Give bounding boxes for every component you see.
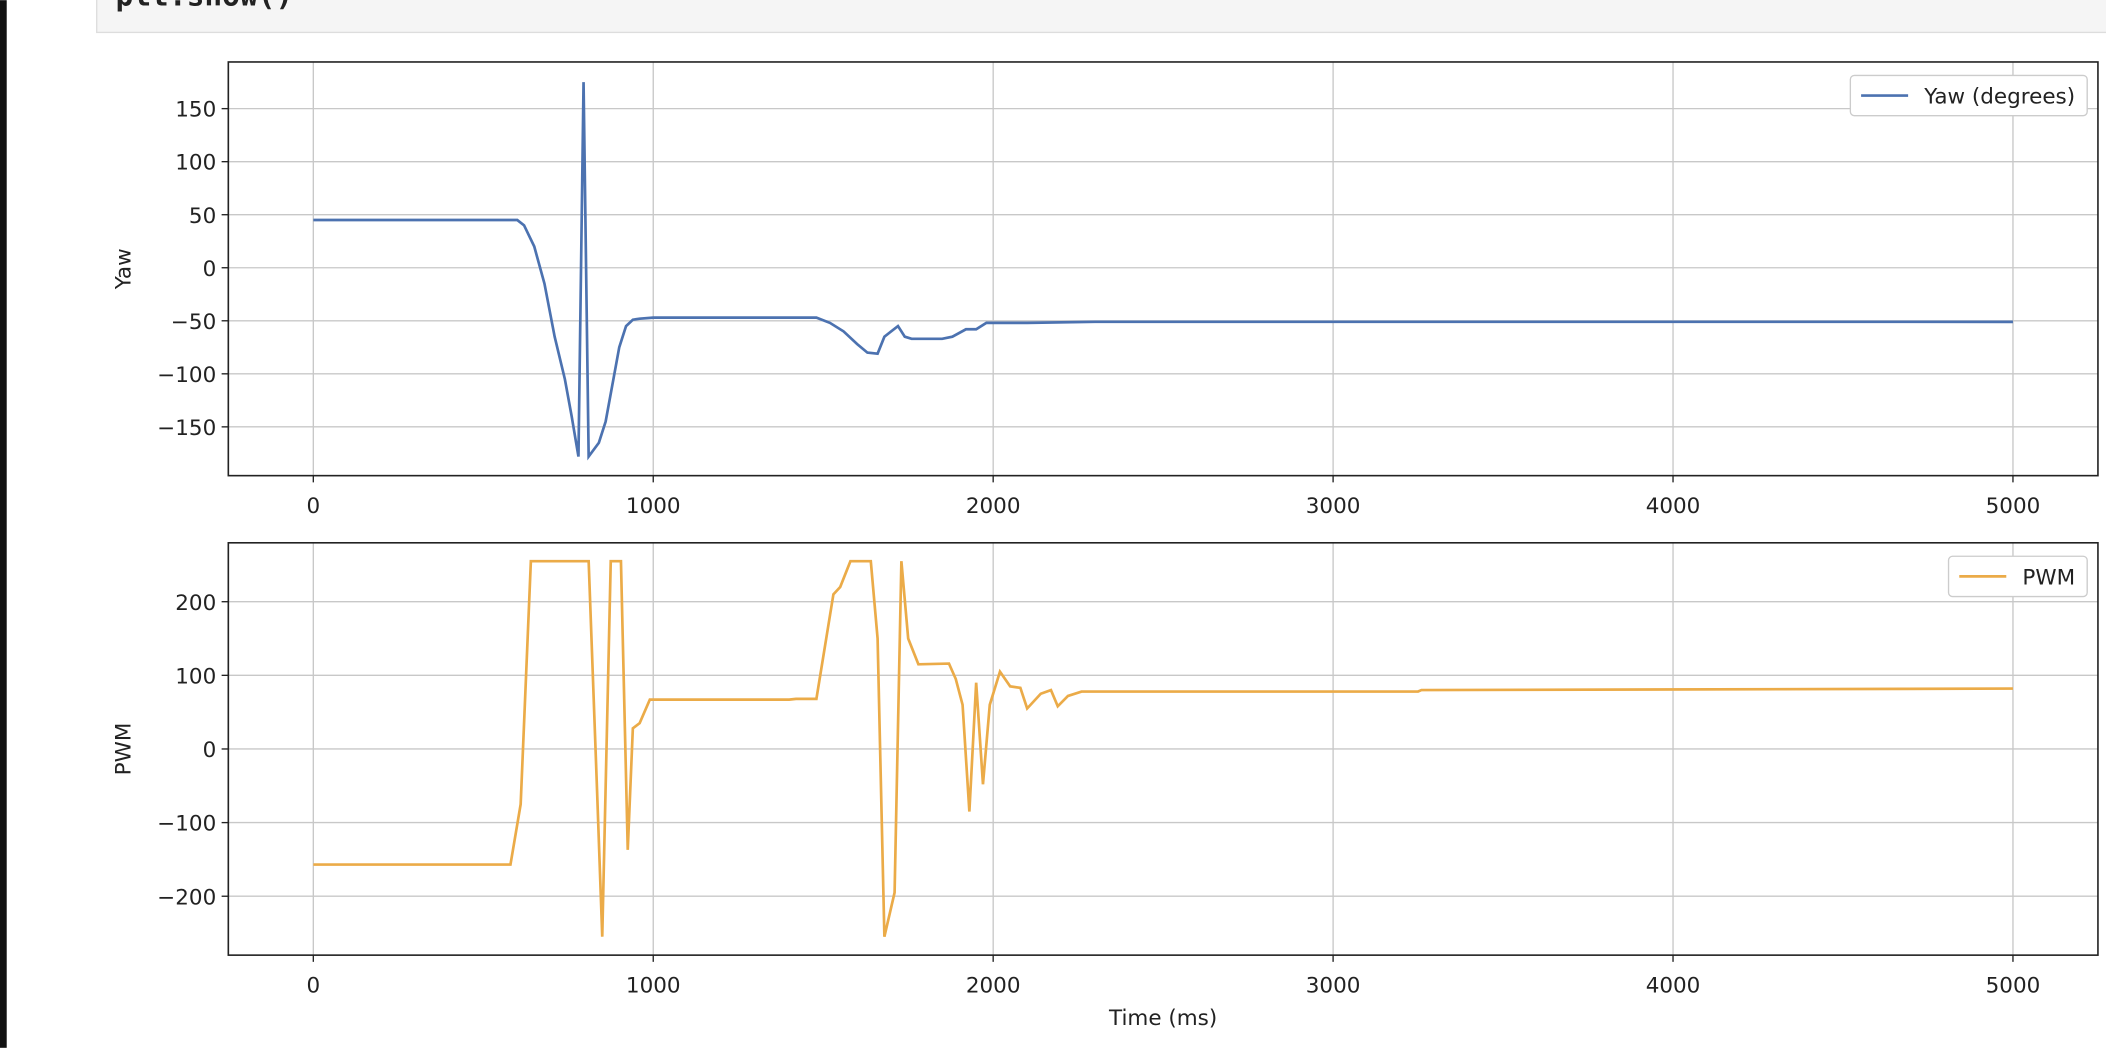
x-tick-label: 1000: [626, 494, 681, 519]
y-axis-label: Yaw: [111, 248, 136, 290]
plot-frame: [227, 61, 2099, 477]
y-axis-label: PWM: [111, 723, 136, 776]
x-tick-label: 4000: [1646, 494, 1701, 519]
code-cell: [96, 0, 2106, 34]
plot-frame: [227, 541, 2099, 956]
y-tick-label: −100: [157, 812, 216, 837]
x-tick-label: 0: [306, 494, 320, 519]
x-axis-label: Time (ms): [1108, 1006, 1217, 1031]
legend-box: [1849, 74, 2088, 117]
y-tick-label: 0: [203, 257, 217, 282]
y-tick-label: −200: [157, 885, 216, 910]
y-tick-label: 200: [175, 591, 216, 616]
y-tick-label: 100: [175, 151, 216, 176]
y-tick-label: 150: [175, 98, 216, 123]
x-tick-label: 5000: [1986, 494, 2041, 519]
x-tick-label: 0: [306, 974, 320, 999]
x-tick-label: 1000: [626, 974, 681, 999]
code-text: plt.show(): [116, 0, 294, 13]
y-tick-label: 50: [189, 204, 216, 229]
x-tick-label: 2000: [966, 974, 1021, 999]
x-tick-label: 2000: [966, 494, 1021, 519]
legend: Yaw (degrees): [1849, 74, 2088, 117]
x-tick-label: 5000: [1986, 974, 2041, 999]
x-tick-label: 3000: [1306, 974, 1361, 999]
left-border: [0, 0, 7, 1048]
y-tick-label: −150: [157, 416, 216, 441]
x-tick-label: 3000: [1306, 494, 1361, 519]
legend-label: PWM: [2022, 565, 2075, 590]
y-tick-label: 100: [175, 664, 216, 689]
data-line: [313, 82, 2013, 461]
legend-label: Yaw (degrees): [1923, 85, 2075, 110]
legend: PWM: [1947, 555, 2088, 598]
legend-box: [1947, 555, 2088, 598]
data-line: [313, 559, 2013, 938]
y-tick-label: −50: [171, 310, 216, 335]
y-tick-label: 0: [203, 738, 217, 763]
y-tick-label: −100: [157, 363, 216, 388]
x-tick-label: 4000: [1646, 974, 1701, 999]
